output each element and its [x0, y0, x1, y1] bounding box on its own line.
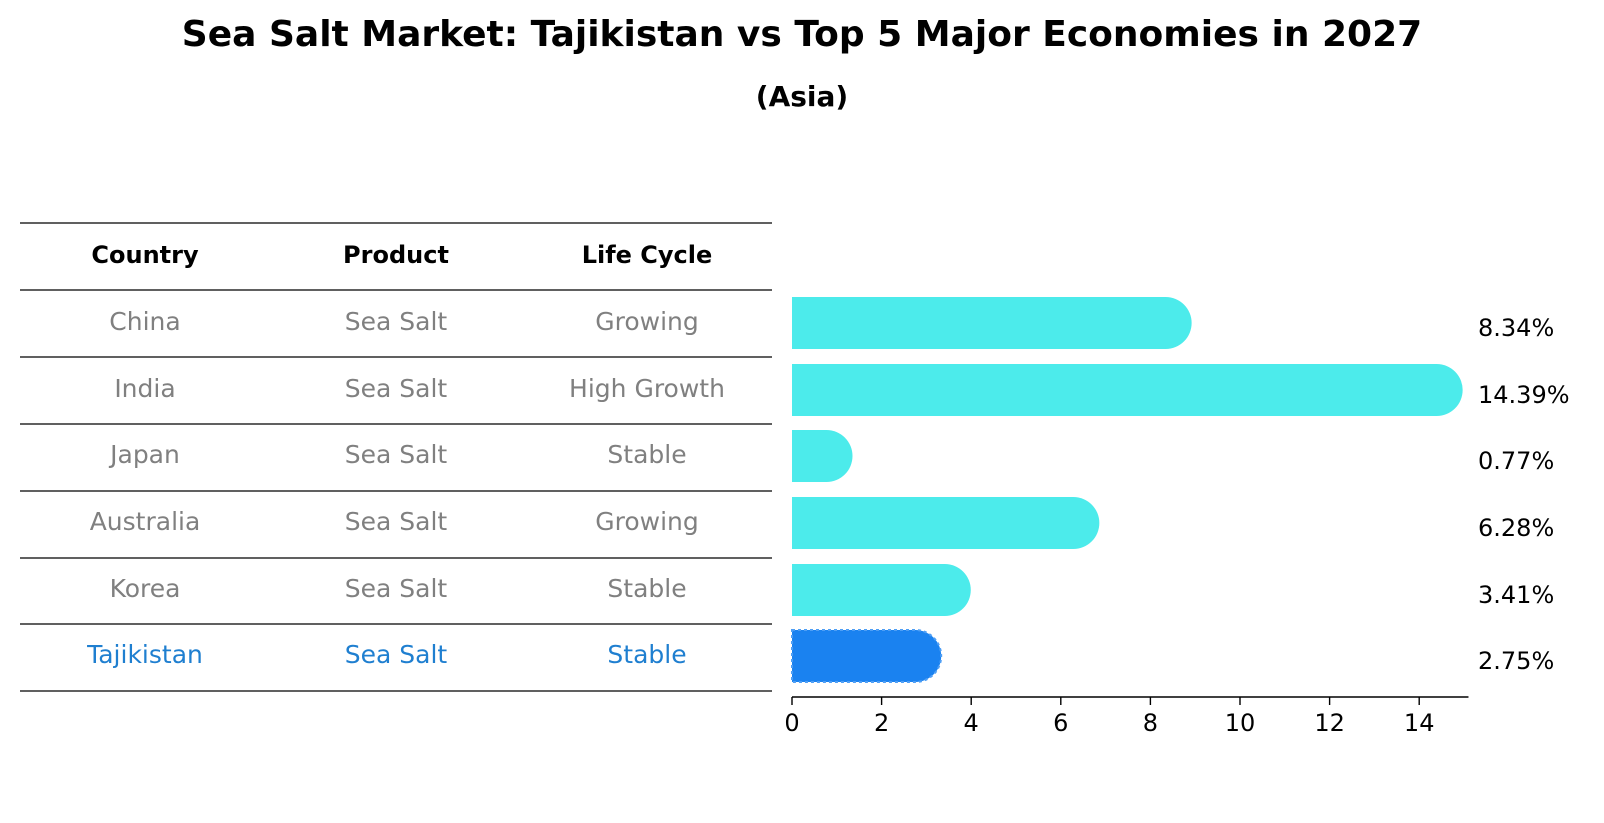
- table-cell: Stable: [607, 574, 686, 603]
- table-cell: Sea Salt: [345, 440, 448, 469]
- bar-value-label: 3.41%: [1478, 581, 1554, 609]
- bar-value-label: 0.77%: [1478, 447, 1554, 475]
- table-cell: High Growth: [569, 374, 725, 403]
- table-cell: Tajikistan: [86, 640, 203, 669]
- bar-india: [792, 364, 1463, 416]
- bar-japan: [792, 430, 853, 482]
- table-cell: Growing: [595, 507, 699, 536]
- table-cell: India: [114, 374, 175, 403]
- bar-value-label: 2.75%: [1478, 647, 1554, 675]
- bar-china: [792, 297, 1192, 349]
- bar-value-label: 8.34%: [1478, 314, 1554, 342]
- table-cell: China: [109, 307, 180, 336]
- table-cell: Korea: [110, 574, 181, 603]
- x-tick-label: 8: [1143, 709, 1158, 737]
- table-cell: Sea Salt: [345, 640, 448, 669]
- table-cell: Stable: [607, 440, 686, 469]
- table-cell: Japan: [108, 440, 180, 469]
- x-tick-label: 6: [1053, 709, 1068, 737]
- table-cell: Sea Salt: [345, 307, 448, 336]
- chart-subtitle: (Asia): [755, 80, 849, 113]
- x-tick-label: 0: [784, 709, 799, 737]
- table-header-2: Life Cycle: [582, 241, 713, 269]
- table-cell: Sea Salt: [345, 574, 448, 603]
- table-cell: Sea Salt: [345, 507, 448, 536]
- x-tick-label: 2: [874, 709, 889, 737]
- bar-tajikistan: [791, 629, 943, 683]
- bar-australia: [792, 497, 1100, 549]
- table-cell: Growing: [595, 307, 699, 336]
- x-tick-label: 10: [1225, 709, 1256, 737]
- x-tick-label: 4: [964, 709, 979, 737]
- table-cell: Sea Salt: [345, 374, 448, 403]
- table-cell: Australia: [90, 507, 201, 536]
- bar-korea: [792, 564, 971, 616]
- x-tick-label: 12: [1314, 709, 1345, 737]
- bar-value-label: 14.39%: [1478, 381, 1570, 409]
- table-header-0: Country: [91, 241, 199, 269]
- table-header-1: Product: [343, 241, 449, 269]
- x-tick-label: 14: [1404, 709, 1435, 737]
- chart-title: Sea Salt Market: Tajikistan vs Top 5 Maj…: [181, 14, 1423, 55]
- bar-value-label: 6.28%: [1478, 514, 1554, 542]
- table-cell: Stable: [607, 640, 686, 669]
